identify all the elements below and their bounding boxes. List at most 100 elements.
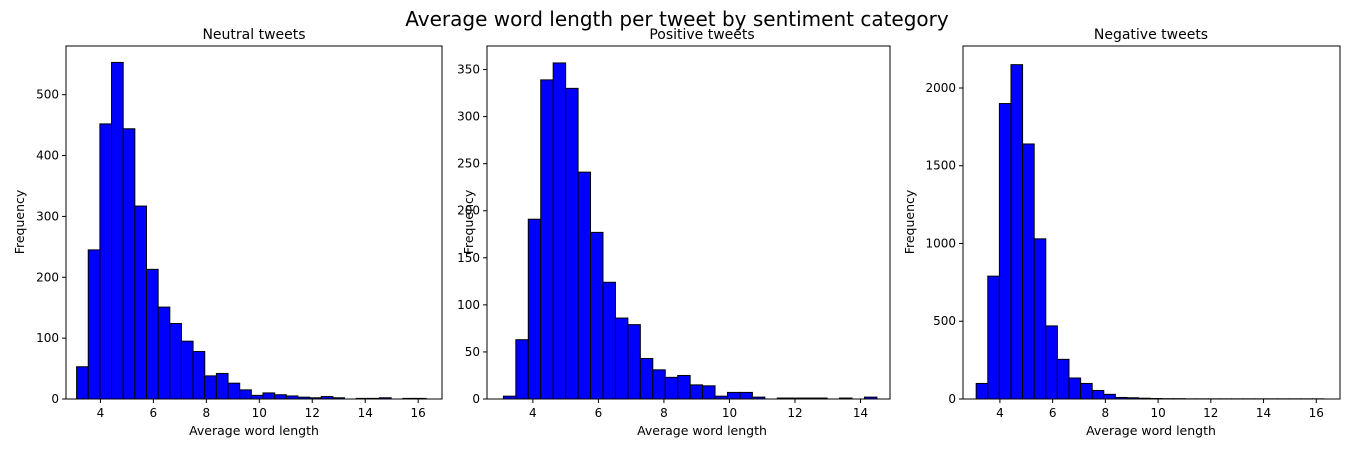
- histogram-bar: [76, 366, 89, 400]
- histogram-bar: [689, 384, 704, 400]
- y-tick-label: 350: [457, 63, 480, 77]
- histogram-bar: [215, 372, 229, 400]
- y-tick-label: 200: [36, 270, 59, 284]
- x-tick-label: 16: [411, 406, 426, 420]
- y-tick-label: 500: [933, 314, 956, 328]
- x-tick-label: 8: [660, 406, 668, 420]
- axes-frame: [486, 45, 891, 400]
- histogram-bar: [122, 128, 136, 400]
- histogram-bar: [1022, 143, 1035, 400]
- histogram-bar: [1091, 389, 1105, 400]
- y-tick-label: 0: [948, 392, 956, 406]
- histogram-bar: [639, 358, 654, 400]
- x-tick-label: 12: [305, 406, 320, 420]
- x-tick-label: 14: [1256, 406, 1271, 420]
- x-tick-label: 6: [595, 406, 603, 420]
- x-axis-label: Average word length: [189, 423, 319, 438]
- y-tick-label: 150: [457, 251, 480, 265]
- histogram-bar: [577, 171, 592, 400]
- histogram-bar: [540, 79, 554, 400]
- panel-title: Neutral tweets: [202, 27, 305, 43]
- histogram-bar: [1056, 358, 1070, 400]
- y-tick-label: 500: [36, 88, 59, 102]
- panel-title: Positive tweets: [649, 27, 754, 43]
- histogram-bar: [652, 369, 666, 400]
- x-axis-label: Average word length: [1086, 423, 1216, 438]
- histogram-bar: [739, 391, 753, 400]
- histogram-bar: [134, 205, 148, 400]
- histogram-bar: [1033, 238, 1047, 400]
- histogram-bar: [614, 317, 629, 400]
- histogram-bar: [702, 385, 716, 400]
- histogram-bar: [111, 61, 124, 400]
- histogram-bar: [590, 231, 604, 400]
- histogram-bar: [998, 103, 1012, 400]
- histogram-bar: [1103, 393, 1116, 400]
- y-tick-label: 50: [465, 345, 480, 359]
- x-tick-label: 16: [1309, 406, 1324, 420]
- x-tick-label: 4: [529, 406, 537, 420]
- y-axis-label: Frequency: [12, 189, 27, 254]
- panel-neutral: Neutral tweets 4 6 8 10 12 14 16 0 100 200 300 400…: [12, 27, 443, 438]
- histogram-bar: [726, 391, 741, 400]
- histogram-bar: [1080, 382, 1093, 400]
- x-tick-label: 6: [1049, 406, 1057, 420]
- histogram-bar: [157, 306, 171, 400]
- histogram-bar: [180, 340, 194, 400]
- y-tick-label: 250: [457, 157, 480, 171]
- histogram-bar: [1068, 377, 1082, 400]
- histogram-bar: [262, 392, 276, 400]
- histogram-bar: [227, 382, 241, 400]
- histogram-bar: [664, 376, 679, 400]
- histogram-bar: [204, 375, 217, 400]
- x-axis-label: Average word length: [637, 423, 767, 438]
- x-tick-label: 12: [787, 406, 802, 420]
- x-tick-label: 10: [1150, 406, 1165, 420]
- y-tick-label: 300: [457, 110, 480, 124]
- x-tick-label: 6: [150, 406, 158, 420]
- histogram-bar: [274, 394, 287, 400]
- y-tick-label: 2000: [925, 81, 956, 95]
- y-tick-label: 0: [51, 392, 59, 406]
- histogram-bar: [527, 218, 542, 400]
- histogram-bar: [602, 281, 616, 400]
- histogram-bar: [146, 268, 159, 400]
- histogram-bar: [169, 323, 182, 400]
- histogram-bar: [1010, 64, 1024, 400]
- y-tick-label: 1000: [925, 236, 956, 250]
- x-tick-label: 12: [1203, 406, 1218, 420]
- histogram-bar: [87, 249, 101, 400]
- histogram-bar: [515, 339, 529, 400]
- histogram-bar: [192, 351, 206, 400]
- histogram-bar: [250, 394, 264, 400]
- y-tick-label: 300: [36, 209, 59, 223]
- x-tick-label: 10: [252, 406, 267, 420]
- panel-negative: Negative tweets 4 6 8 10 12 14 16 0 500 1000 1500…: [902, 27, 1341, 438]
- panel-positive: Positive tweets 4 6 8 10 12 14 0 50 100 150 200 25…: [457, 27, 891, 438]
- axes-frame: [962, 45, 1341, 400]
- y-tick-label: 200: [457, 204, 480, 218]
- y-tick-label: 100: [457, 298, 480, 312]
- y-tick-label: 1500: [925, 159, 956, 173]
- x-tick-label: 4: [97, 406, 105, 420]
- y-tick-label: 400: [36, 149, 59, 163]
- x-tick-label: 10: [722, 406, 737, 420]
- axes-frame: [65, 45, 443, 400]
- histogram-bar: [627, 324, 641, 400]
- histogram-bar: [677, 374, 691, 400]
- histogram-bar: [1045, 325, 1058, 400]
- x-tick-label: 8: [1102, 406, 1110, 420]
- figure-suptitle: Average word length per tweet by sentime…: [405, 7, 949, 31]
- x-tick-label: 4: [996, 406, 1004, 420]
- y-axis-label: Frequency: [461, 189, 476, 254]
- y-axis-label: Frequency: [902, 189, 917, 254]
- x-tick-label: 14: [853, 406, 868, 420]
- histogram-bar: [99, 123, 113, 400]
- y-tick-label: 100: [36, 331, 59, 345]
- panel-title: Negative tweets: [1094, 27, 1208, 43]
- histogram-bar: [975, 382, 989, 400]
- histogram-bar: [565, 87, 579, 400]
- histogram-bar: [239, 389, 252, 400]
- x-tick-label: 8: [203, 406, 211, 420]
